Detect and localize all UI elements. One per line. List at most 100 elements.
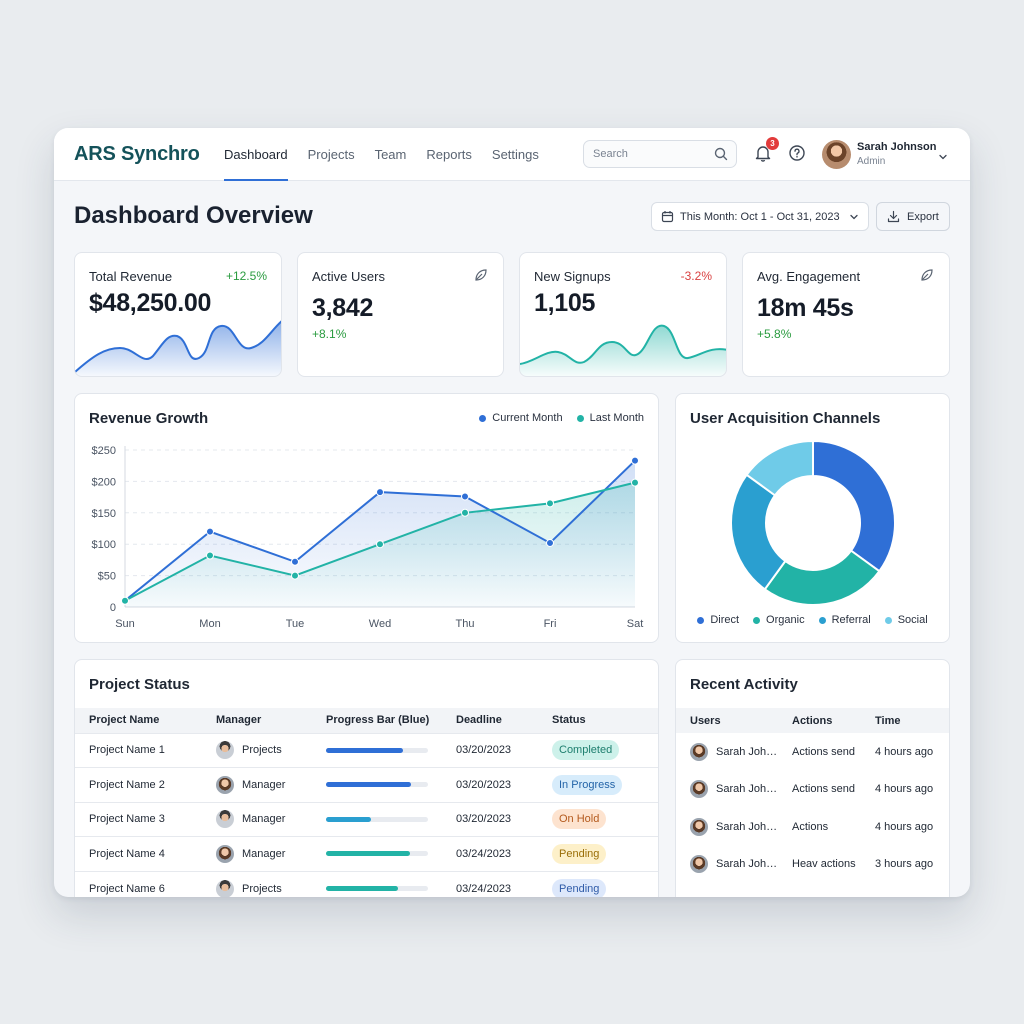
data-point [376,488,384,497]
table-row[interactable]: Project Name 3 Manager 03/20/2023 On Hold [75,801,658,837]
status-badge[interactable]: On Hold [552,809,607,830]
nav-projects[interactable]: Projects [307,147,355,162]
manager-name: Projects [242,744,282,757]
search-box[interactable] [583,140,737,168]
activity-user: Sarah Joh… [690,742,778,761]
column-header[interactable]: Actions [778,708,861,733]
legend-dot [576,414,584,422]
donut-slice-organic[interactable] [763,549,881,606]
column-header[interactable]: Manager [202,708,312,733]
user-avatar[interactable] [822,140,851,169]
list-item[interactable]: Sarah Joh… Actions send 4 hours ago [676,771,949,809]
table-row[interactable]: Project Name 4 Manager 03/24/2023 Pending [75,836,658,871]
kpi-value: 1,105 [534,289,596,317]
donut-slice-direct[interactable] [812,439,896,573]
nav-settings[interactable]: Settings [491,147,539,162]
table-header-row: Project Name Manager Progress Bar (Blue)… [75,708,658,733]
progress-fill [326,886,399,891]
y-tick-label: $200 [92,476,116,488]
list-item[interactable]: Sarah Joh… Actions send 4 hours ago [676,733,949,771]
search-icon[interactable] [714,147,728,166]
column-header[interactable]: Deadline [442,708,538,733]
search-input[interactable] [593,146,708,162]
signups-sparkline [520,324,726,376]
progress-fill [326,851,410,857]
user-cell: Sarah Joh… [676,808,778,846]
export-button[interactable]: Export [876,202,950,231]
status-badge[interactable]: Pending [552,878,607,897]
notification-badge: 3 [766,137,779,150]
nav-team[interactable]: Team [374,147,407,162]
chevron-down-icon[interactable] [938,149,948,167]
table-row[interactable]: Project Name 2 Manager 03/20/2023 In Progre… [75,767,658,802]
avatar [690,780,708,799]
kpi-card-new-signups[interactable]: New Signups -3.2% 1,105 [519,252,727,377]
brand-logo[interactable]: ARS Synchro [74,143,200,165]
column-header[interactable]: Users [676,708,778,733]
activity-user-name[interactable]: Sarah Joh… [716,858,778,871]
activity-table: Users Actions Time Sarah Joh… Actions sen… [676,708,949,883]
kpi-card-revenue[interactable]: Total Revenue +12.5% $48,250.00 [74,252,282,377]
x-tick-label: Sun [115,618,135,630]
activity-user: Sarah Joh… [690,780,778,799]
help-button[interactable] [788,144,808,164]
column-header[interactable]: Progress Bar (Blue) [312,708,442,733]
legend-item-direct[interactable]: Direct [697,614,739,626]
kpi-value: 3,842 [312,294,374,322]
project-name[interactable]: Project Name 4 [75,836,202,871]
status-badge[interactable]: Pending [552,843,607,864]
notifications-button[interactable]: 3 [754,137,779,164]
kpi-card-active-users[interactable]: Active Users 3,842 +8.1% [297,252,504,377]
activity-user-name[interactable]: Sarah Joh… [716,745,778,758]
legend-item-last[interactable]: Last Month [576,412,644,424]
user-cell: Sarah Joh… [676,771,778,809]
kpi-value: $48,250.00 [89,289,212,317]
x-tick-label: Tue [286,618,305,630]
donut-slice-social[interactable] [745,439,814,497]
list-item[interactable]: Sarah Joh… Heav actions 3 hours ago [676,846,949,884]
donut-slice-referral[interactable] [730,473,787,591]
status-badge[interactable]: Completed [552,740,620,761]
table-row[interactable]: Project Name 6 Projects 03/24/2023 Pending [75,870,658,897]
status-badge[interactable]: In Progress [552,774,623,795]
kpi-card-engagement[interactable]: Avg. Engagement 18m 45s +5.8% [742,252,950,377]
y-tick-label: 0 [110,602,116,614]
project-name[interactable]: Project Name 2 [75,767,202,802]
activity-user-name[interactable]: Sarah Joh… [716,783,778,796]
avatar [216,775,234,794]
legend-item-social[interactable]: Social [884,614,928,626]
column-header[interactable]: Time [861,708,949,733]
data-point [631,478,639,487]
activity-user: Sarah Joh… [690,855,778,874]
nav-dashboard[interactable]: Dashboard [224,128,288,181]
project-name[interactable]: Project Name 6 [75,870,202,897]
date-range-picker[interactable]: This Month: Oct 1 - Oct 31, 2023 [651,202,869,231]
manager: Manager [216,844,312,863]
progress-cell [312,870,442,897]
data-point [546,538,554,547]
status-cell: Pending [538,870,658,897]
avatar [216,741,234,760]
project-name[interactable]: Project Name 1 [75,732,202,768]
manager: Manager [216,810,312,829]
project-name[interactable]: Project Name 3 [75,801,202,837]
card-title: Project Status [89,676,190,693]
column-header[interactable]: Project Name [75,708,202,733]
list-item[interactable]: Sarah Joh… Actions 4 hours ago [676,808,949,846]
kpi-delta: +5.8% [757,327,792,341]
legend-item-referral[interactable]: Referral [818,614,871,626]
manager-cell: Projects [202,870,312,897]
kpi-delta: +8.1% [312,327,347,341]
legend-item-organic[interactable]: Organic [753,614,805,626]
progress-bar [326,782,428,788]
user-name[interactable]: Sarah Johnson [857,141,937,153]
nav-reports[interactable]: Reports [426,147,472,162]
chart-title: User Acquisition Channels [690,410,881,427]
kpi-value: 18m 45s [757,294,854,322]
status-cell: Completed [538,732,658,768]
column-header[interactable]: Status [538,708,658,733]
table-row[interactable]: Project Name 1 Projects 03/20/2023 Complete… [75,732,658,768]
activity-user-name[interactable]: Sarah Joh… [716,820,778,833]
legend-item-current[interactable]: Current Month [479,412,563,424]
progress-cell [312,836,442,871]
